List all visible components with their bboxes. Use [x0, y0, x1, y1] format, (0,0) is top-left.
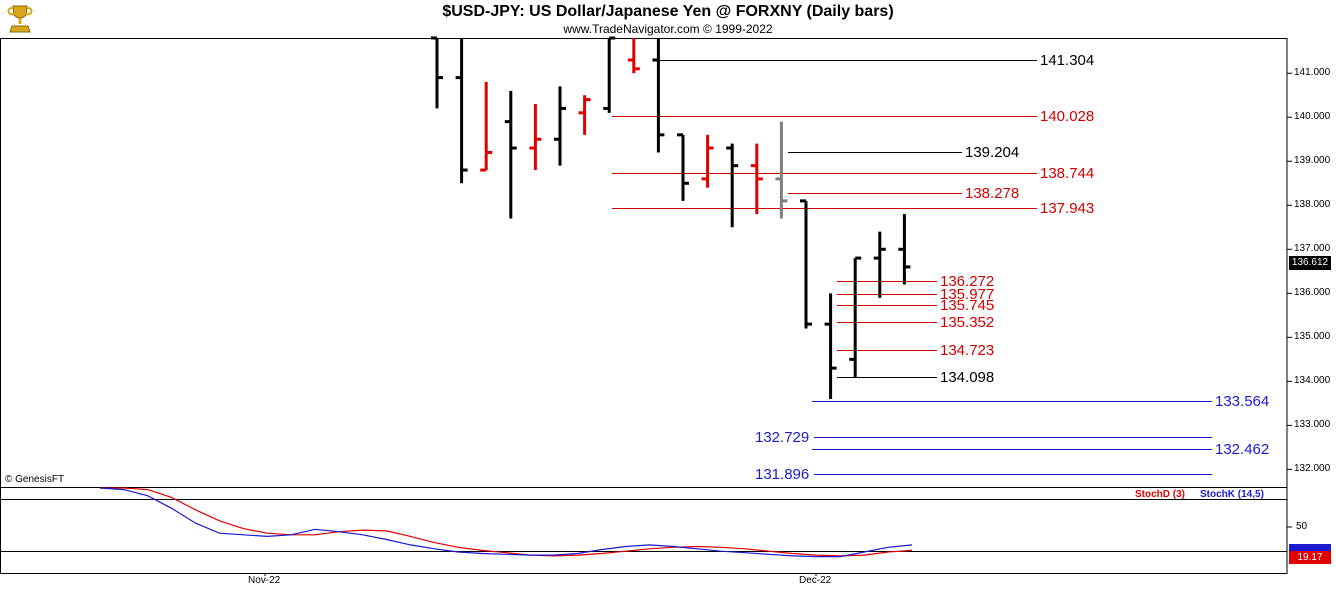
stoch-axis-label: 50 [1296, 521, 1308, 532]
stoch-k-legend: StochK (14,5) [1200, 489, 1264, 500]
ohlc-bar [849, 256, 862, 377]
price-level-label: 135.977 [940, 285, 995, 303]
stoch-d-legend: StochD (3) [1135, 489, 1185, 500]
date-axis-label: Dec-22 [799, 575, 832, 586]
axis-ticks [264, 72, 1292, 576]
ohlc-bar [775, 121, 788, 219]
stochastic-panel [99, 487, 913, 558]
price-panel-frame [0, 38, 1288, 488]
price-axis-label: 140.000 [1294, 111, 1331, 123]
ohlc-bar [701, 134, 714, 188]
trophy-logo-icon [7, 5, 33, 33]
chart-title: $USD-JPY: US Dollar/Japanese Yen @ FORXN… [442, 3, 894, 20]
price-level-label: 135.352 [940, 313, 995, 331]
price-axis-label: 139.000 [1294, 155, 1331, 167]
price-level-label: 131.896 [755, 465, 810, 483]
ohlc-bar [898, 214, 911, 285]
ohlc-bar [677, 133, 689, 201]
price-axis-label: 141.000 [1294, 67, 1331, 79]
chart-subtitle: www.TradeNavigator.com © 1999-2022 [563, 22, 773, 36]
price-level-label: 134.723 [940, 341, 995, 359]
ohlc-bar [652, 38, 665, 153]
ohlc-bar [824, 293, 837, 399]
ohlc-bar [627, 38, 640, 74]
price-level-label: 135.745 [940, 296, 995, 314]
ohlc-bar [431, 36, 443, 109]
ohlc-bar [554, 86, 566, 166]
stoch-panel-frame [0, 487, 1288, 574]
stoch-d-value-marker: 19.17 [1289, 551, 1331, 564]
price-level-label: 140.028 [1040, 107, 1095, 125]
ohlc-bar [750, 143, 763, 215]
stoch-d-line [100, 487, 913, 557]
chart-frames [0, 38, 1288, 574]
price-bars [431, 36, 911, 399]
stoch-k-value-marker [1289, 544, 1331, 552]
ohlc-bar [726, 143, 739, 228]
stoch-k-line [99, 487, 913, 558]
price-level-label: 139.204 [965, 143, 1020, 161]
ohlc-bar [504, 90, 517, 219]
price-level-label: 136.272 [940, 272, 995, 290]
ohlc-bar [455, 38, 468, 184]
price-axis-label: 137.000 [1294, 243, 1331, 255]
price-levels [612, 60, 1212, 475]
price-level-label: 133.564 [1215, 392, 1270, 410]
price-level-label: 134.098 [940, 368, 995, 386]
price-axis-label: 134.000 [1294, 375, 1331, 387]
price-axis-label: 138.000 [1294, 199, 1331, 211]
price-axis-label: 135.000 [1294, 331, 1331, 343]
copyright-text: © GenesisFT [5, 474, 65, 485]
date-axis-label: Nov-22 [248, 575, 281, 586]
price-axis-label: 133.000 [1294, 419, 1331, 431]
price-level-label: 137.943 [1040, 199, 1095, 217]
last-price-marker: 136.612 [1289, 256, 1331, 270]
price-level-label: 141.304 [1040, 51, 1095, 69]
price-axis-label: 132.000 [1294, 463, 1331, 475]
ohlc-bar [480, 82, 493, 172]
price-level-label: 132.462 [1215, 440, 1270, 458]
price-level-label: 138.744 [1040, 164, 1095, 182]
price-axis-label: 136.000 [1294, 287, 1331, 299]
chart-header: $USD-JPY: US Dollar/Japanese Yen @ FORXN… [0, 0, 1336, 38]
ohlc-bar [578, 95, 591, 135]
ohlc-bar [529, 104, 542, 171]
ohlc-bar [800, 199, 812, 329]
price-level-label: 132.729 [755, 428, 810, 446]
ohlc-bar [873, 231, 886, 298]
ohlc-bar [603, 36, 616, 113]
price-level-label: 138.278 [965, 184, 1020, 202]
